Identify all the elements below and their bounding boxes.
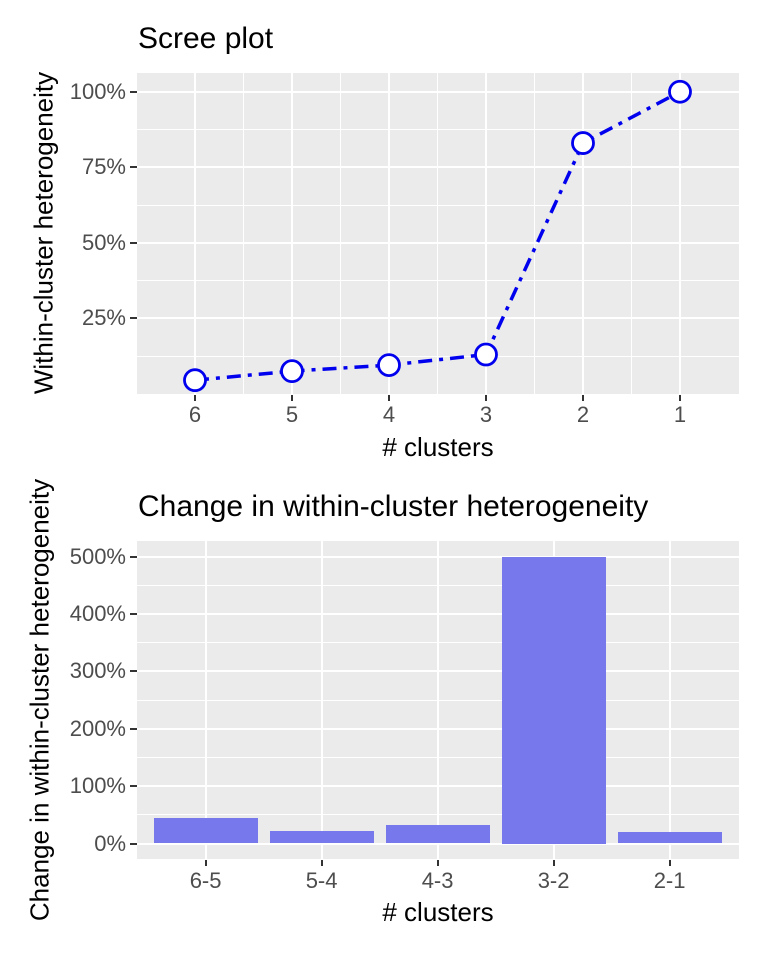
y-axis-tick: [130, 555, 137, 558]
x-tick-label: 2-1: [653, 868, 686, 893]
major-gridline-x: [679, 73, 681, 394]
y-tick-label: 100%: [69, 773, 126, 799]
minor-gridline-x: [340, 73, 341, 394]
bar-5-4: [269, 830, 374, 844]
x-axis-tick: [679, 395, 681, 401]
major-gridline-y: [137, 317, 739, 320]
x-axis-tick: [668, 860, 671, 866]
major-gridline-x: [388, 73, 390, 394]
change-bar-title: Change in within-cluster heterogeneity: [138, 490, 649, 523]
x-axis-tick: [436, 860, 439, 866]
y-axis-tick: [130, 613, 137, 616]
y-tick-label: 75%: [81, 154, 126, 180]
bar-2-1: [617, 832, 722, 844]
minor-gridline-x: [243, 73, 244, 394]
y-tick-label: 300%: [69, 658, 126, 684]
change-x-axis-title: # clusters: [382, 897, 494, 927]
x-tick-label: 5-4: [305, 868, 338, 893]
x-axis-tick: [485, 395, 487, 401]
x-tick-label: 3: [479, 402, 493, 427]
major-gridline-x: [194, 73, 196, 394]
major-gridline-y: [137, 90, 739, 93]
x-axis-tick: [388, 395, 390, 401]
minor-gridline-y: [137, 204, 739, 206]
y-axis-tick: [130, 241, 137, 244]
x-axis-tick: [552, 860, 555, 866]
y-axis-tick: [130, 727, 137, 730]
major-gridline-x: [320, 541, 323, 859]
major-gridline-x: [668, 541, 671, 859]
scree-point-5: [280, 359, 304, 384]
scree-point-2: [571, 131, 595, 155]
y-axis-tick: [130, 317, 137, 320]
y-tick-label: 200%: [69, 715, 126, 741]
x-axis-tick: [291, 395, 293, 401]
scree-x-axis-title: # clusters: [382, 432, 494, 462]
bar-4-3: [385, 824, 490, 844]
major-gridline-x: [204, 541, 207, 859]
y-tick-label: 50%: [81, 229, 126, 255]
major-gridline-y: [137, 166, 739, 169]
minor-gridline-y: [137, 355, 739, 357]
y-axis-tick: [130, 670, 137, 673]
major-gridline-x: [291, 73, 293, 394]
major-gridline-x: [582, 73, 584, 394]
x-tick-label: 4: [382, 402, 396, 427]
x-tick-label: 2: [576, 402, 590, 427]
x-axis-tick: [582, 395, 584, 401]
scree-point-3: [474, 342, 498, 367]
x-tick-label: 6-5: [189, 868, 222, 893]
scree-plot-title: Scree plot: [138, 22, 274, 55]
scree-line-layer: [183, 79, 692, 393]
y-axis-tick: [130, 166, 137, 169]
x-axis-tick: [204, 860, 207, 866]
x-axis-tick: [320, 860, 323, 866]
x-tick-label: 3-2: [537, 868, 570, 893]
minor-gridline-x: [534, 73, 535, 394]
minor-gridline-y: [137, 280, 739, 282]
major-gridline-x: [436, 541, 439, 859]
x-tick-label: 1: [673, 402, 687, 427]
x-tick-label: 5: [285, 402, 299, 427]
scree-line: [194, 90, 681, 382]
x-tick-label: 6: [188, 402, 202, 427]
major-gridline-y: [137, 241, 739, 244]
y-tick-label: 25%: [81, 305, 126, 331]
y-axis-tick: [130, 90, 137, 93]
y-tick-label: 400%: [69, 601, 126, 627]
y-tick-label: 500%: [69, 543, 126, 569]
bar-3-2: [501, 556, 606, 844]
y-tick-label: 0%: [94, 830, 126, 856]
major-gridline-x: [485, 73, 487, 394]
scree-point-6: [183, 368, 207, 393]
x-tick-label: 4-3: [421, 868, 454, 893]
change-bar-panel: [137, 541, 739, 859]
bar-6-5: [153, 817, 258, 844]
y-axis-tick: [130, 785, 137, 788]
y-axis-tick: [130, 842, 137, 845]
minor-gridline-x: [437, 73, 438, 394]
x-axis-tick: [194, 395, 196, 401]
minor-gridline-y: [137, 128, 739, 130]
scree-plot-panel: [137, 73, 739, 394]
scree-point-1: [668, 79, 692, 104]
y-tick-label: 100%: [69, 78, 126, 104]
scree-point-4: [377, 353, 401, 378]
minor-gridline-x: [631, 73, 632, 394]
